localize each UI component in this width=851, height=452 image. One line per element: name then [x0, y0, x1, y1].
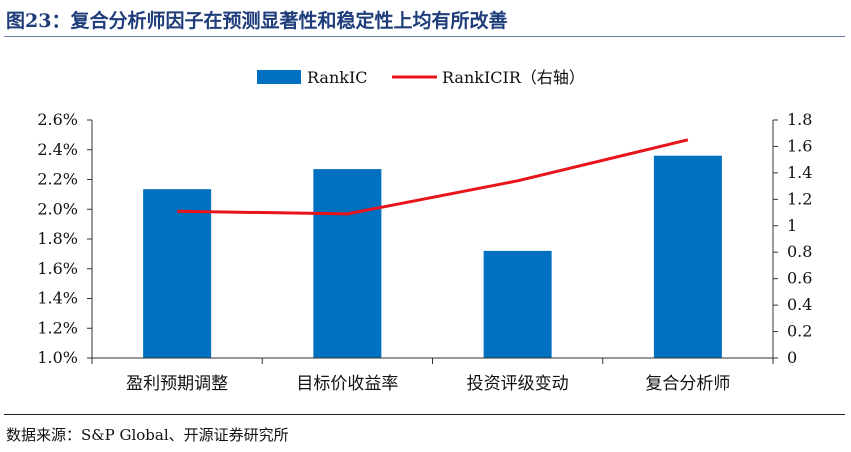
right-axis-tick-label: 1 — [787, 216, 797, 235]
bar-rankic — [313, 169, 382, 358]
right-axis-tick-label: 0.4 — [787, 295, 812, 314]
chart-axes: 1.0% 1.2% 1.4% 1.6% 1.8% 2.0% 2.2% 2.4% 2.6% 0 0.2… — [37, 110, 812, 394]
left-axis-tick-label: 1.0% — [37, 348, 78, 367]
line-series — [177, 138, 689, 216]
left-axis-tick-label: 2.6% — [37, 110, 78, 129]
bar-rankic — [653, 155, 722, 358]
legend-label-rankicir: RankICIR（右轴） — [442, 68, 585, 87]
bar-rankic — [483, 250, 552, 358]
bar-series — [143, 155, 722, 358]
line-rankicir — [177, 138, 689, 216]
title-divider — [4, 36, 845, 37]
left-axis-tick-label: 1.6% — [37, 259, 78, 278]
right-axis-tick-label: 1.8 — [787, 110, 812, 129]
right-axis-tick-label: 1.2 — [787, 189, 812, 208]
footer-divider — [4, 414, 845, 415]
legend-swatch-rankic — [257, 70, 301, 84]
x-axis-category-label: 目标价收益率 — [296, 374, 398, 394]
left-axis-tick-label: 1.2% — [37, 318, 78, 337]
bar-rankic — [143, 189, 212, 358]
left-axis-tick-label: 1.4% — [37, 289, 78, 308]
right-axis-tick-label: 1.4 — [787, 163, 812, 182]
left-axis-tick-label: 2.2% — [37, 170, 78, 189]
source-note: 数据来源：S&P Global、开源证券研究所 — [6, 426, 289, 444]
x-axis-category-label: 投资评级变动 — [467, 374, 569, 394]
x-axis-category-label: 盈利预期调整 — [126, 374, 228, 394]
left-axis-tick-label: 2.4% — [37, 140, 78, 159]
right-axis-tick-label: 0.8 — [787, 242, 812, 261]
right-axis-tick-label: 0 — [787, 348, 797, 367]
right-axis-tick-label: 0.6 — [787, 269, 812, 288]
figure-title: 图23：复合分析师因子在预测显著性和稳定性上均有所改善 — [6, 10, 508, 32]
right-axis-tick-label: 0.2 — [787, 322, 812, 341]
chart-legend: RankIC RankICIR（右轴） — [257, 68, 585, 87]
right-axis-tick-label: 1.6 — [787, 136, 812, 155]
x-axis-category-label: 复合分析师 — [645, 374, 730, 394]
left-axis-tick-label: 1.8% — [37, 229, 78, 248]
left-axis-tick-label: 2.0% — [37, 199, 78, 218]
legend-label-rankic: RankIC — [307, 68, 368, 87]
